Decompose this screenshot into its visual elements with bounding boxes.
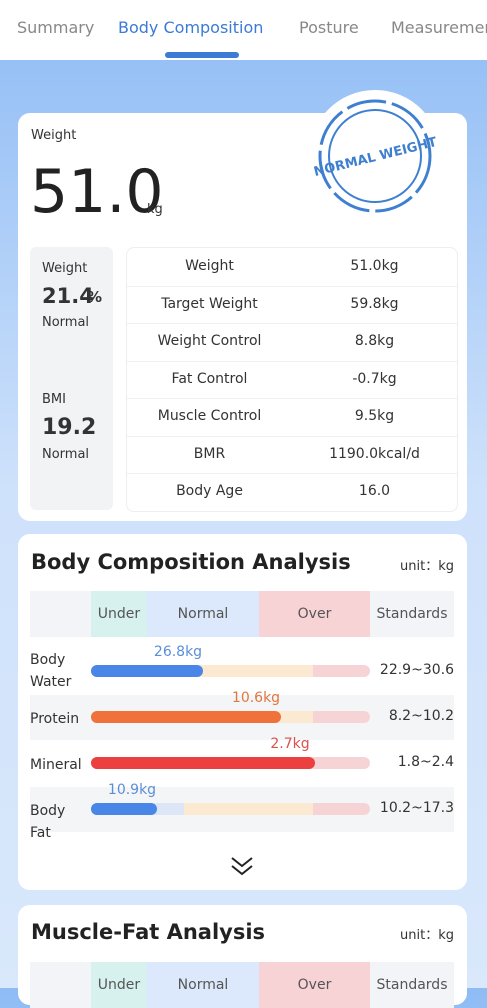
track-over bbox=[313, 757, 370, 769]
track-normal bbox=[184, 803, 313, 815]
value-label: 2.7kg bbox=[270, 736, 310, 752]
unit: unit：kg bbox=[400, 928, 454, 943]
cell: 1190.0kcal/d bbox=[329, 445, 420, 462]
label: Weight bbox=[31, 128, 77, 143]
status: Normal bbox=[42, 315, 90, 330]
row-divider bbox=[127, 285, 457, 287]
value-label: 10.6kg bbox=[231, 690, 281, 706]
expand-icon[interactable] bbox=[230, 854, 254, 878]
cell: Weight Control bbox=[157, 333, 262, 349]
table: Weight 51.0kg Target Weight 59.8kg Weight Co… bbox=[126, 247, 458, 512]
tab-indicator bbox=[165, 52, 239, 58]
title: Muscle-Fat Analysis bbox=[31, 920, 266, 944]
cell: BMR bbox=[193, 445, 226, 462]
standard: 10.2~17.3 bbox=[379, 800, 454, 816]
row-name: Body Water bbox=[30, 652, 72, 690]
value-label: 10.9kg bbox=[107, 782, 157, 798]
tab[interactable]: Posture bbox=[299, 18, 359, 37]
muscle-fat-card: Muscle-Fat Analysis unit：kg Under Normal O… bbox=[18, 905, 467, 1008]
status: Normal bbox=[42, 447, 90, 462]
analysis-card: Body Composition Analysis unit：kg Under N… bbox=[18, 534, 467, 890]
cell: Muscle Control bbox=[157, 408, 262, 424]
header-cell: Over bbox=[259, 591, 370, 637]
header-cell: Normal bbox=[147, 962, 259, 1008]
standard: 8.2~10.2 bbox=[388, 708, 454, 724]
row-name: Body Fat bbox=[30, 803, 66, 841]
bar bbox=[91, 711, 281, 723]
cell: 8.8kg bbox=[354, 333, 395, 349]
track-over bbox=[313, 711, 370, 723]
title: Body Composition Analysis bbox=[31, 550, 351, 574]
stamp: NORMAL WEIGHT bbox=[309, 90, 441, 221]
cell: -0.7kg bbox=[352, 370, 397, 387]
standard: 1.8~2.4 bbox=[397, 754, 454, 770]
weight-card: Weight 51.0 kg NORMAL WEIGHT Weight 21.4… bbox=[18, 90, 467, 521]
cell: 59.8kg bbox=[350, 295, 399, 312]
unit: % bbox=[87, 288, 103, 306]
row-name: Mineral bbox=[30, 757, 82, 773]
tab-bar: Summary Body Composition Posture Measure… bbox=[0, 0, 487, 60]
cell: Weight bbox=[185, 258, 234, 274]
cell: Target Weight bbox=[161, 295, 258, 312]
cell: Fat Control bbox=[171, 370, 248, 387]
track-over bbox=[313, 665, 370, 677]
cell: 51.0kg bbox=[350, 258, 399, 274]
header-cell: Under bbox=[91, 591, 147, 637]
header-cell: Standards bbox=[370, 962, 454, 1008]
unit: unit：kg bbox=[400, 559, 454, 574]
track-over bbox=[313, 803, 370, 815]
track-normal bbox=[184, 665, 313, 677]
cell: 16.0 bbox=[358, 483, 391, 499]
label: BMI bbox=[42, 392, 66, 407]
row-divider bbox=[127, 360, 457, 362]
label: Weight bbox=[42, 261, 88, 276]
row-name: Protein bbox=[30, 711, 80, 727]
row-divider bbox=[127, 323, 457, 324]
header-cell: Under bbox=[91, 962, 147, 1008]
row-divider bbox=[127, 435, 457, 437]
tab[interactable]: Summary bbox=[17, 18, 95, 37]
standard: 22.9~30.6 bbox=[379, 662, 454, 678]
row-divider bbox=[127, 473, 457, 474]
value-label: 26.8kg bbox=[153, 644, 203, 660]
tab-active[interactable]: Body Composition bbox=[118, 18, 264, 37]
cell: Body Age bbox=[176, 483, 243, 499]
row-divider bbox=[127, 398, 457, 399]
value: 21.4 bbox=[42, 284, 94, 308]
tab[interactable]: Measurements bbox=[391, 18, 487, 37]
unit: kg bbox=[147, 202, 163, 217]
side-panel: Weight 21.4 % Normal BMI 19.2 Normal bbox=[30, 247, 113, 510]
value: 19.2 bbox=[42, 415, 97, 440]
header-cell: Standards bbox=[370, 591, 454, 637]
bar bbox=[91, 665, 203, 677]
bar bbox=[91, 803, 157, 815]
header-cell: Normal bbox=[147, 591, 259, 637]
bar bbox=[91, 757, 315, 769]
cell: 9.5kg bbox=[354, 408, 395, 424]
header-cell: Over bbox=[259, 962, 370, 1008]
weight-value: 51.0 bbox=[30, 157, 164, 227]
